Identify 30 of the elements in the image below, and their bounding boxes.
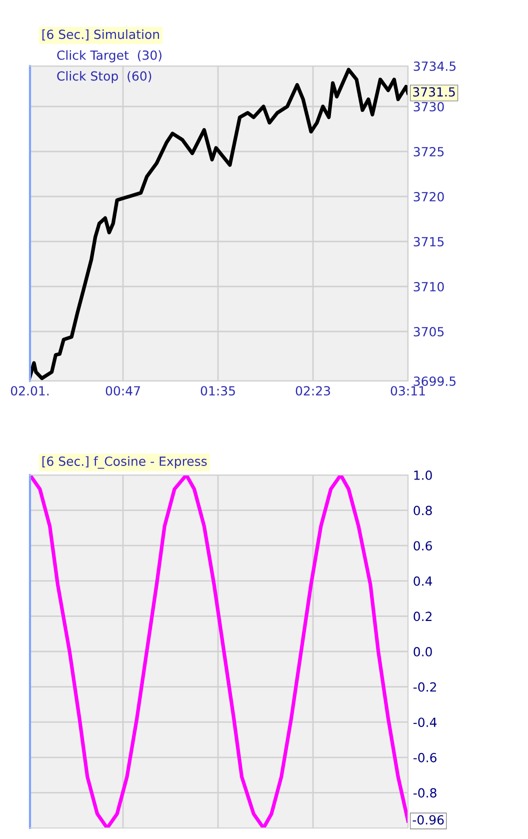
x-tick-label: 01:35 xyxy=(200,386,235,396)
y-tick-label: -0.2 xyxy=(413,682,436,692)
y-tick-label: 3705 xyxy=(414,326,444,336)
y-tick-label: 0.0 xyxy=(414,646,432,656)
chart-title: [6 Sec.] Simulation xyxy=(42,29,159,41)
y-tick-label: 0.2 xyxy=(414,612,432,622)
y-tick-label: 3720 xyxy=(414,192,444,202)
y-tick-label: 3734.5 xyxy=(414,61,456,71)
line-series xyxy=(30,475,408,828)
y-tick-label: 3715 xyxy=(414,236,444,246)
x-tick-label: 02:23 xyxy=(296,386,330,396)
y-tick-label: -0.8 xyxy=(413,788,436,798)
annotation: 3731.5 xyxy=(413,87,455,97)
y-tick-label: 1.0 xyxy=(414,470,432,480)
y-tick-label: 3730 xyxy=(414,102,444,112)
y-tick-label: 3699.5 xyxy=(414,376,456,386)
y-tick-label: 0.6 xyxy=(414,541,432,551)
y-tick-label: 3710 xyxy=(414,282,444,292)
y-tick-label: -0.4 xyxy=(413,718,437,728)
y-tick-label: 0.4 xyxy=(414,576,432,586)
annotation: -0.96 xyxy=(412,815,444,825)
x-tick-label: 02.01. xyxy=(10,386,49,396)
y-tick-label: -0.6 xyxy=(413,752,436,762)
text: Click Target (30) xyxy=(57,50,162,62)
x-tick-label: 00:47 xyxy=(106,386,140,396)
annotation: Click Stop (60) xyxy=(57,71,152,84)
chart-title: [6 Sec.] f_Cosine - Express xyxy=(42,456,207,469)
x-tick-label: 03:11 xyxy=(390,386,425,396)
y-tick-label: 3725 xyxy=(414,146,444,156)
y-tick-label: 0.8 xyxy=(414,506,432,516)
